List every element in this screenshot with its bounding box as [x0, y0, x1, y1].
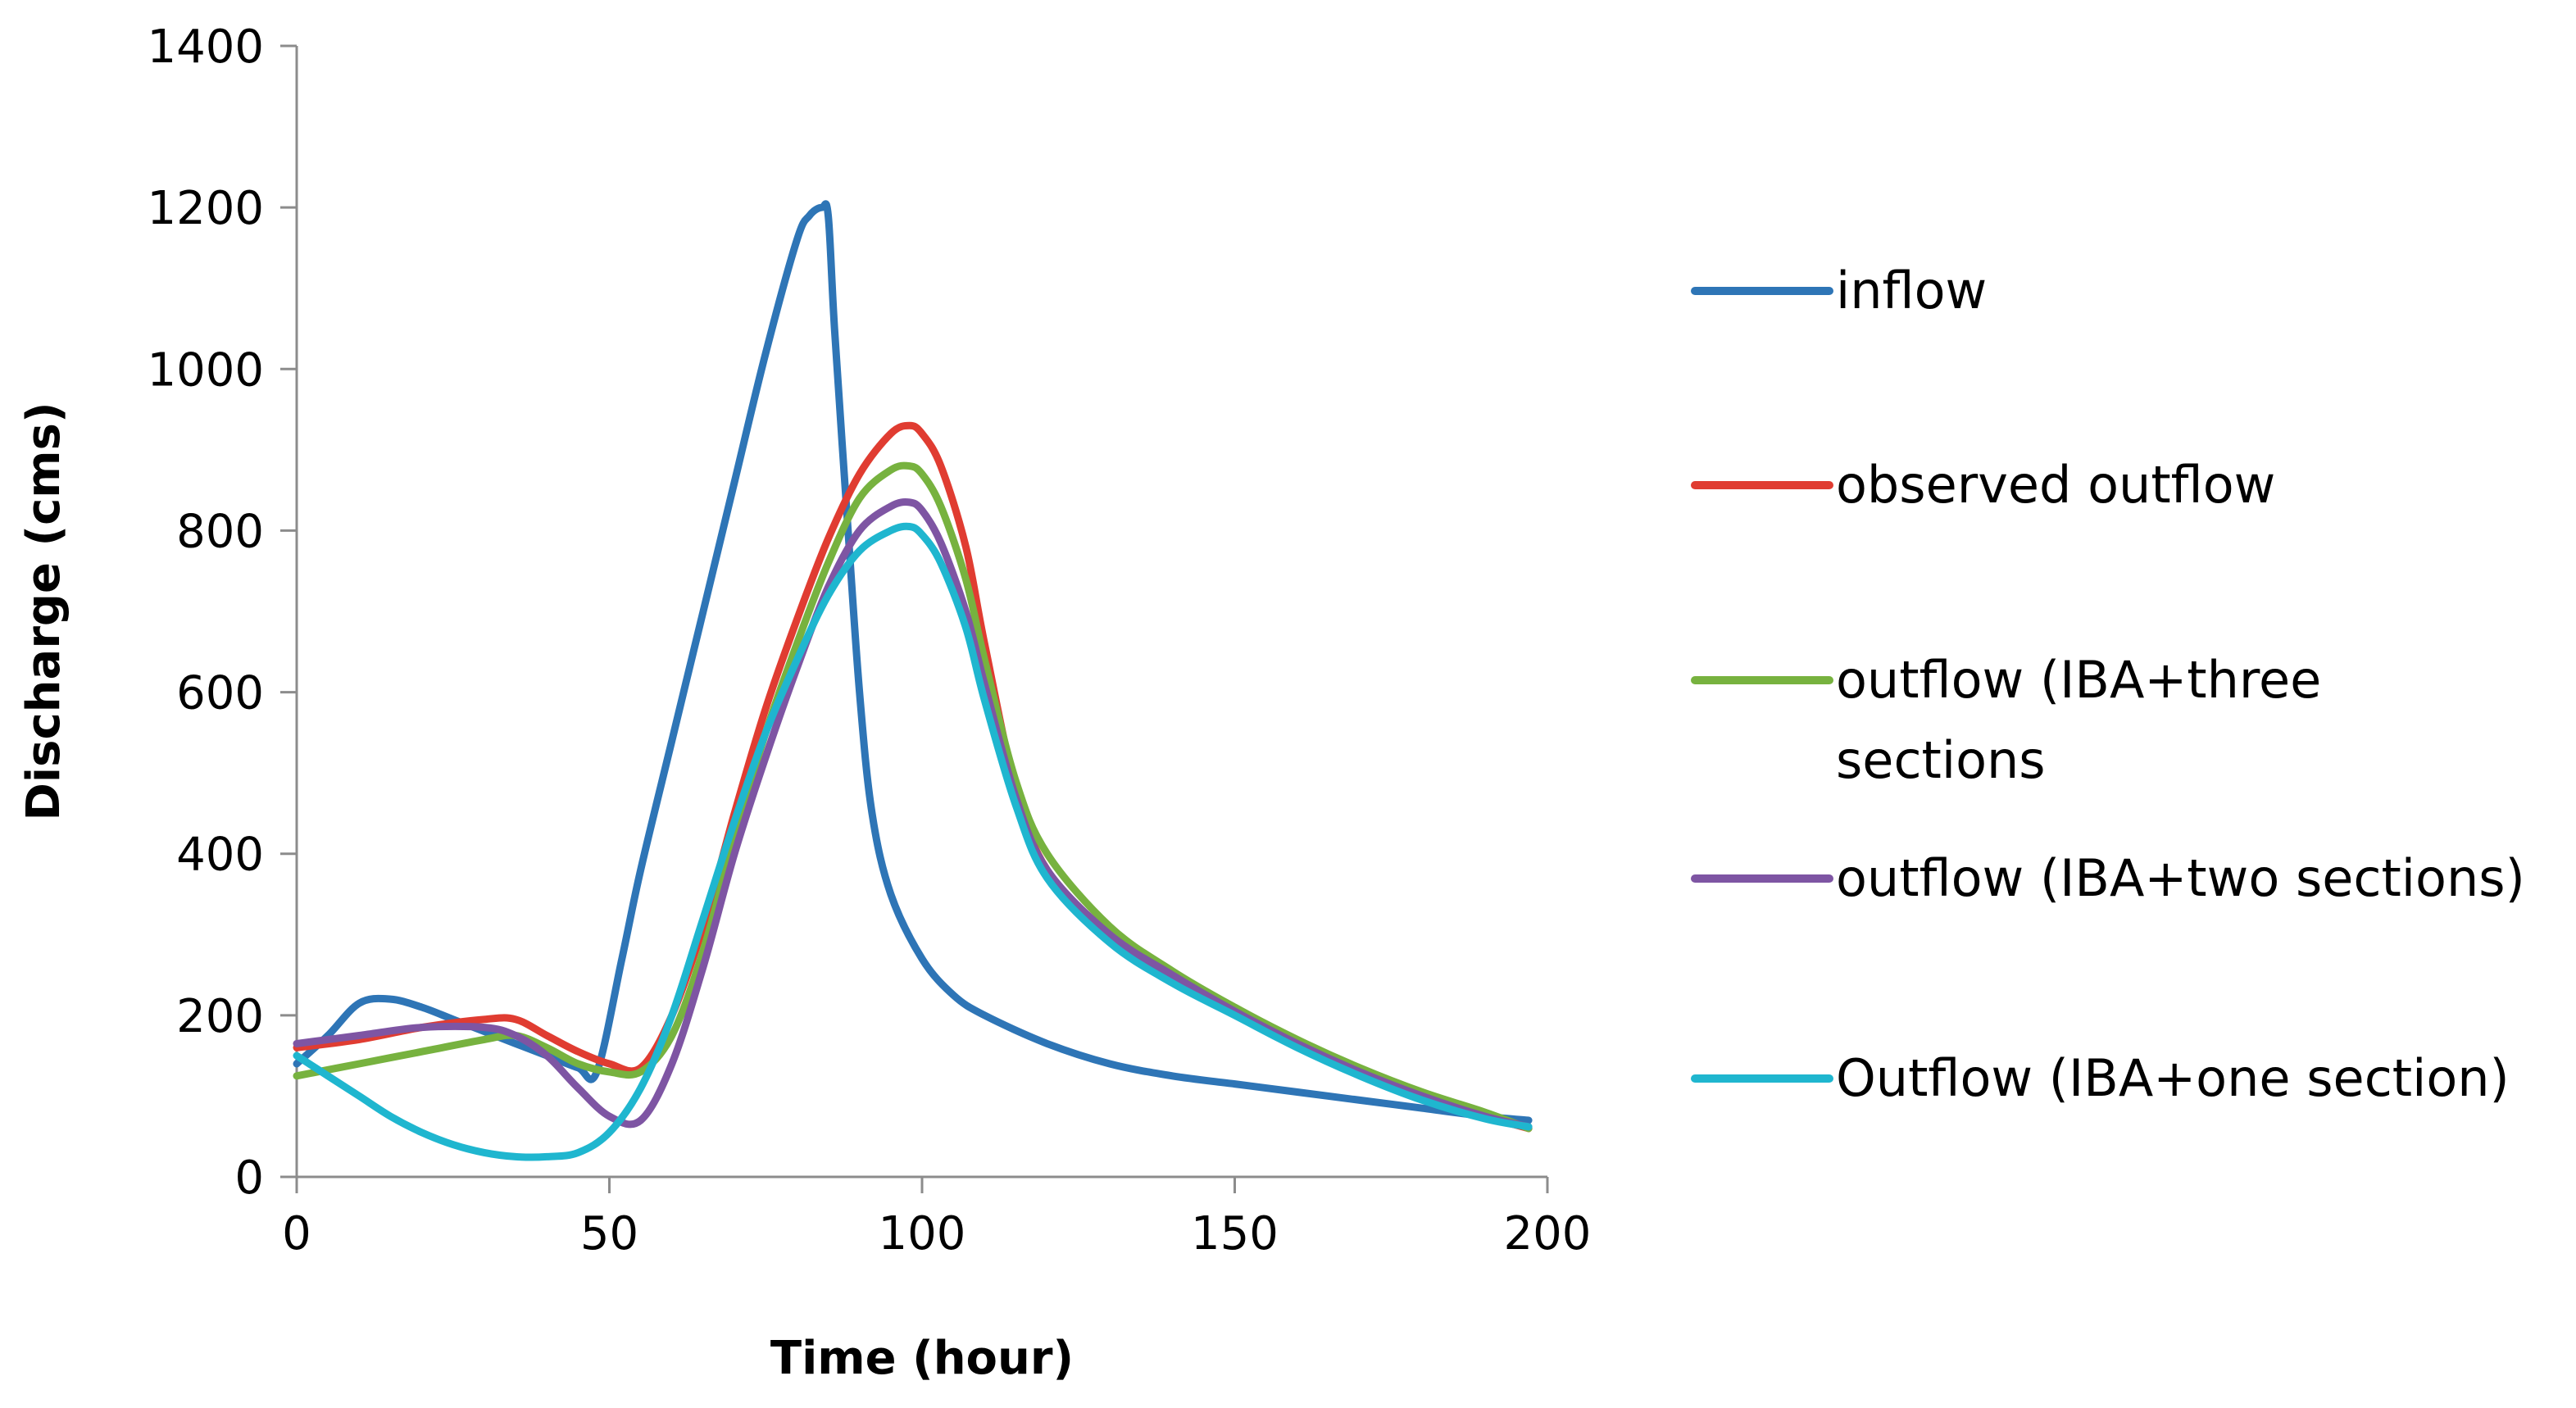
x-tick-label: 50	[580, 1207, 638, 1260]
y-tick-label: 800	[176, 505, 264, 558]
series-lines	[293, 200, 1533, 1161]
x-tick-label: 100	[879, 1207, 966, 1260]
y-tick-label: 1400	[147, 20, 264, 74]
legend: inflow observed outflow outflow (IBA+three…	[1691, 261, 2525, 1108]
x-tick-label: 150	[1191, 1207, 1279, 1260]
legend-label: observed outflow	[1836, 455, 2275, 515]
legend-item: outflow (IBA+two sections)	[1691, 848, 2525, 908]
series-line-outflow-iba-two-sections	[293, 498, 1533, 1131]
legend-label: inflow	[1836, 261, 1987, 320]
y-tick-label: 600	[176, 667, 264, 720]
legend-item: Outflow (IBA+one section)	[1691, 1048, 2510, 1108]
y-axis-title: Discharge (cms)	[17, 402, 70, 820]
axes: 0 200 400 600 800 1000 1200 1400 0 50 100 150 200	[147, 20, 1591, 1260]
y-tick-label: 0	[234, 1151, 264, 1205]
y-tick-label: 1000	[147, 343, 264, 397]
y-tick-label: 400	[176, 829, 264, 882]
legend-item: outflow (IBA+three sections	[1691, 650, 2321, 790]
series-line-outflow-iba-one-section	[293, 522, 1533, 1161]
x-tick-label: 200	[1504, 1207, 1592, 1260]
legend-label: outflow (IBA+two sections)	[1836, 848, 2525, 908]
x-axis-title: Time (hour)	[770, 1332, 1074, 1385]
series-line-inflow	[293, 200, 1533, 1124]
legend-item: inflow	[1691, 261, 1987, 320]
legend-label: Outflow (IBA+one section)	[1836, 1048, 2510, 1108]
legend-item: observed outflow	[1691, 455, 2275, 515]
x-tick-label: 0	[282, 1207, 311, 1260]
y-tick-label: 1200	[147, 182, 264, 235]
legend-label: outflow (IBA+three sections	[1836, 650, 2321, 790]
y-tick-label: 200	[176, 990, 264, 1043]
